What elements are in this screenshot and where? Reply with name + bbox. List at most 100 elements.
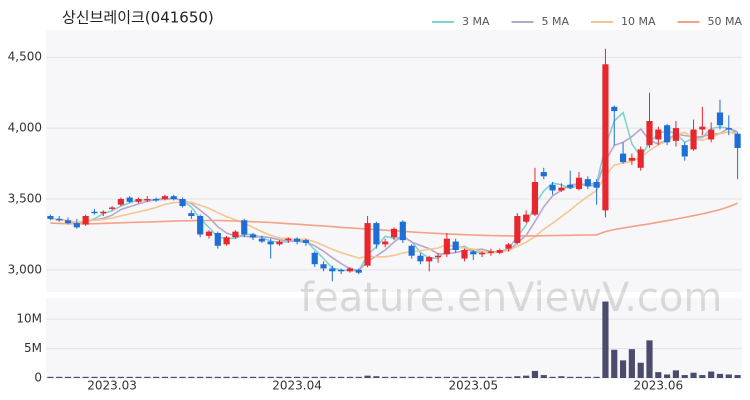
volume-bar [584, 376, 591, 378]
candle-body [708, 129, 715, 140]
candle-body [549, 184, 556, 191]
candle-body [602, 64, 609, 211]
candle-body [452, 241, 459, 251]
volume-bar [329, 376, 336, 378]
volume-bar [364, 375, 371, 378]
volume-bar [320, 376, 327, 378]
volume-bar [47, 376, 54, 378]
volume-bar [487, 376, 494, 378]
volume-bar [161, 376, 169, 378]
volume-bar [549, 376, 556, 378]
candle-body [100, 211, 107, 214]
candle-body [117, 198, 124, 205]
volume-bar [91, 376, 98, 378]
candle-body [531, 181, 539, 215]
candle-body [417, 255, 424, 262]
candle-body [681, 145, 688, 157]
candle-body [408, 245, 415, 256]
volume-bar [611, 349, 618, 378]
volume-bar [734, 375, 741, 378]
candle-body [126, 197, 133, 202]
volume-bar [434, 376, 442, 378]
volume-bar [267, 376, 274, 378]
candle-body [575, 177, 583, 190]
candle-body [214, 233, 221, 246]
candle-body [734, 133, 741, 148]
volume-bar [628, 349, 635, 378]
x-tick-label: 2023.05 [448, 379, 498, 393]
volume-bar [214, 376, 221, 378]
candle-body [611, 106, 618, 112]
candle-body [426, 257, 433, 262]
volume-bar [655, 372, 662, 378]
volume-bar [681, 375, 688, 378]
candle-body [523, 214, 530, 222]
candle-body [276, 241, 283, 245]
candle-body [584, 179, 591, 187]
volume-bar [470, 376, 477, 378]
volume-bar [514, 376, 521, 378]
candle-body [487, 251, 494, 253]
volume-bar [567, 376, 574, 378]
candle-body [241, 220, 248, 235]
candle-body [558, 187, 565, 191]
volume-bar [144, 376, 151, 378]
candle-body [258, 238, 265, 242]
volume-bar [170, 376, 177, 378]
candle-body [232, 231, 239, 238]
candle-body [302, 240, 309, 243]
candle-body [135, 198, 142, 202]
candle-body [690, 129, 697, 150]
candle-body [320, 264, 327, 269]
volume-bar [408, 376, 415, 378]
volume-bar [443, 376, 450, 378]
volume-bar [311, 376, 318, 378]
volume-bar [126, 376, 133, 378]
volume-bar [338, 376, 345, 378]
volume-bar [708, 371, 715, 378]
volume-bar [73, 376, 80, 378]
candle-body [628, 157, 635, 161]
volume-bar [505, 376, 512, 378]
volume-bar [479, 376, 486, 378]
volume-bar [108, 376, 116, 378]
volume-bar [531, 370, 539, 378]
candle-body [108, 207, 116, 209]
y-tick-label: 4,000 [8, 121, 42, 135]
candle-body [496, 250, 503, 253]
volume-bar [523, 375, 530, 378]
candle-body [205, 231, 213, 236]
chart-title: 상신브레이크(041650) [62, 9, 214, 27]
candle-body [311, 252, 318, 265]
volume-bar [637, 362, 644, 378]
volume-bar [223, 376, 230, 378]
volume-bar [258, 376, 265, 378]
candle-body [223, 237, 230, 245]
volume-bar [558, 376, 565, 378]
volume-bar [690, 372, 697, 378]
candle-body [505, 244, 512, 249]
candle-body [346, 268, 354, 272]
candle-body [567, 184, 574, 188]
volume-bar [593, 376, 600, 378]
candle-body [249, 234, 257, 238]
candle-body [646, 121, 653, 146]
candle-body [725, 128, 732, 130]
candle-body [56, 218, 63, 221]
volume-bar [417, 376, 424, 378]
candle-body [197, 216, 204, 235]
volume-bar [725, 374, 732, 378]
legend-label: 3 MA [462, 15, 490, 28]
volume-bar [399, 376, 406, 378]
candle-body [82, 216, 89, 225]
marks [47, 48, 741, 378]
candle-body [593, 181, 600, 188]
volume-bar [82, 376, 89, 378]
candle-body [161, 196, 169, 199]
volume-bar [205, 376, 213, 378]
volume-bar [575, 376, 583, 378]
candle-body [373, 223, 380, 245]
volume-bar [285, 376, 292, 378]
volume-bar [249, 376, 257, 378]
